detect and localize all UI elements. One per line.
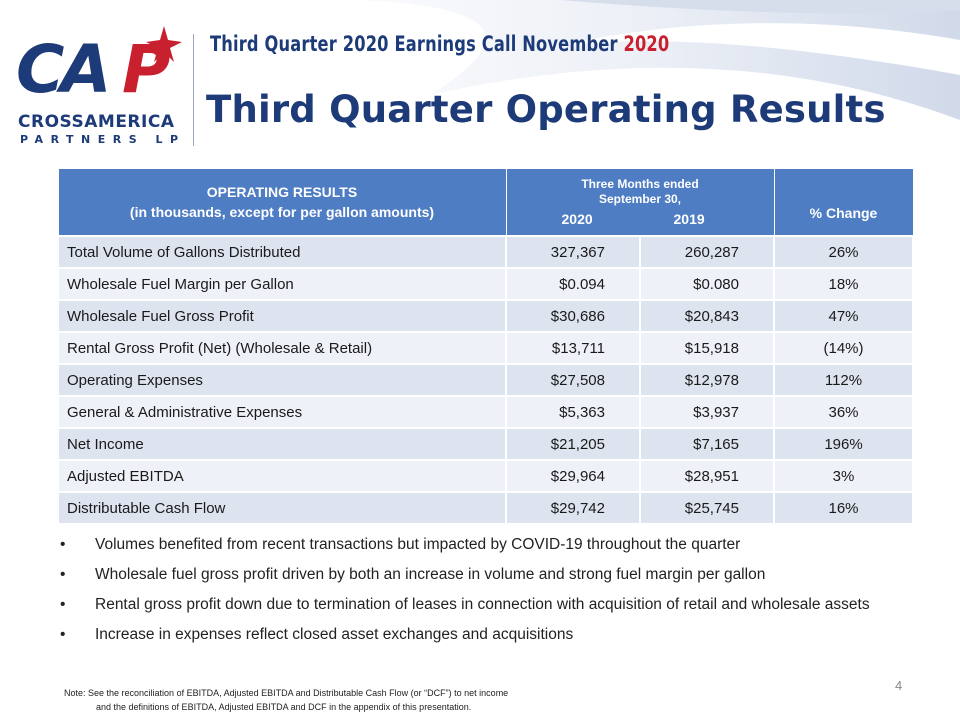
table-row: General & Administrative Expenses $5,363… (57, 395, 914, 429)
header-period: Three Months ended September 30, 2020 20… (505, 168, 775, 237)
table-row: Rental Gross Profit (Net) (Wholesale & R… (57, 331, 914, 365)
header-year-2019: 2019 (673, 211, 705, 227)
header-period-label: Three Months ended September 30, (507, 177, 774, 207)
operating-results-table: OPERATING RESULTS (in thousands, except … (57, 168, 914, 525)
bullet-item: Rental gross profit down due to terminat… (60, 595, 920, 615)
row-label: Operating Expenses (57, 363, 507, 397)
row-value-2019: 260,287 (639, 235, 775, 269)
row-change: 196% (773, 427, 914, 461)
row-value-2019: $12,978 (639, 363, 775, 397)
row-label: Wholesale Fuel Gross Profit (57, 299, 507, 333)
row-value-2019: $0.080 (639, 267, 775, 301)
slide-title: Third Quarter Operating Results (206, 88, 886, 131)
row-change: (14%) (773, 331, 914, 365)
row-value-2019: $15,918 (639, 331, 775, 365)
row-change: 18% (773, 267, 914, 301)
table-row: Adjusted EBITDA $29,964 $28,951 3% (57, 459, 914, 493)
row-label: Adjusted EBITDA (57, 459, 507, 493)
header-operating-results: OPERATING RESULTS (in thousands, except … (57, 168, 507, 237)
subtitle-year: 2020 (623, 32, 670, 56)
row-change: 26% (773, 235, 914, 269)
row-label: Distributable Cash Flow (57, 491, 507, 525)
row-value-2019: $25,745 (639, 491, 775, 525)
logo-company-name: CROSSAMERICA (18, 112, 175, 132)
row-change: 16% (773, 491, 914, 525)
header-year-2020: 2020 (561, 211, 593, 227)
row-value-2019: $3,937 (639, 395, 775, 429)
page-number: 4 (895, 678, 903, 693)
table-row: Total Volume of Gallons Distributed 327,… (57, 235, 914, 269)
row-label: General & Administrative Expenses (57, 395, 507, 429)
header-divider (193, 34, 194, 146)
table-row: Net Income $21,205 $7,165 196% (57, 427, 914, 461)
svg-text:CA: CA (16, 31, 108, 108)
bullet-item: Wholesale fuel gross profit driven by bo… (60, 565, 920, 585)
row-label: Wholesale Fuel Margin per Gallon (57, 267, 507, 301)
table-row: Operating Expenses $27,508 $12,978 112% (57, 363, 914, 397)
row-label: Net Income (57, 427, 507, 461)
row-value-2020: $0.094 (505, 267, 641, 301)
row-value-2020: $29,742 (505, 491, 641, 525)
row-value-2019: $7,165 (639, 427, 775, 461)
row-value-2020: $30,686 (505, 299, 641, 333)
header-period-line1: Three Months ended (581, 177, 699, 191)
table-row: Distributable Cash Flow $29,742 $25,745 … (57, 491, 914, 525)
row-value-2019: $28,951 (639, 459, 775, 493)
row-label: Total Volume of Gallons Distributed (57, 235, 507, 269)
footnote-line1: Note: See the reconciliation of EBITDA, … (64, 688, 509, 698)
row-change: 3% (773, 459, 914, 493)
bullet-item: Increase in expenses reflect closed asse… (60, 625, 920, 645)
header-operating-results-subtitle: (in thousands, except for per gallon amo… (129, 204, 435, 220)
row-value-2019: $20,843 (639, 299, 775, 333)
footnote-line2: and the definitions of EBITDA, Adjusted … (96, 702, 472, 712)
presentation-subtitle: Third Quarter 2020 Earnings Call Novembe… (210, 32, 669, 56)
row-value-2020: $13,711 (505, 331, 641, 365)
table-body: Total Volume of Gallons Distributed 327,… (57, 235, 914, 525)
row-value-2020: 327,367 (505, 235, 641, 269)
header-operating-results-title: OPERATING RESULTS (206, 184, 358, 200)
table-row: Wholesale Fuel Margin per Gallon $0.094 … (57, 267, 914, 301)
bullet-item: Volumes benefited from recent transactio… (60, 535, 920, 555)
row-value-2020: $27,508 (505, 363, 641, 397)
row-value-2020: $29,964 (505, 459, 641, 493)
footnote: Note: See the reconciliation of EBITDA, … (64, 686, 508, 714)
header-swoosh-background (0, 0, 960, 160)
cap-logo: CA P (16, 26, 182, 108)
logo-company-suffix: PARTNERS LP (20, 133, 186, 146)
subtitle-text: Third Quarter 2020 Earnings Call Novembe… (210, 32, 624, 56)
commentary-bullets: Volumes benefited from recent transactio… (60, 535, 920, 655)
header-change: % Change (773, 168, 914, 237)
row-change: 112% (773, 363, 914, 397)
header-period-line2: September 30, (598, 192, 682, 206)
row-change: 47% (773, 299, 914, 333)
row-value-2020: $21,205 (505, 427, 641, 461)
table-header-row: OPERATING RESULTS (in thousands, except … (57, 168, 914, 237)
row-label: Rental Gross Profit (Net) (Wholesale & R… (57, 331, 507, 365)
row-value-2020: $5,363 (505, 395, 641, 429)
table-row: Wholesale Fuel Gross Profit $30,686 $20,… (57, 299, 914, 333)
row-change: 36% (773, 395, 914, 429)
